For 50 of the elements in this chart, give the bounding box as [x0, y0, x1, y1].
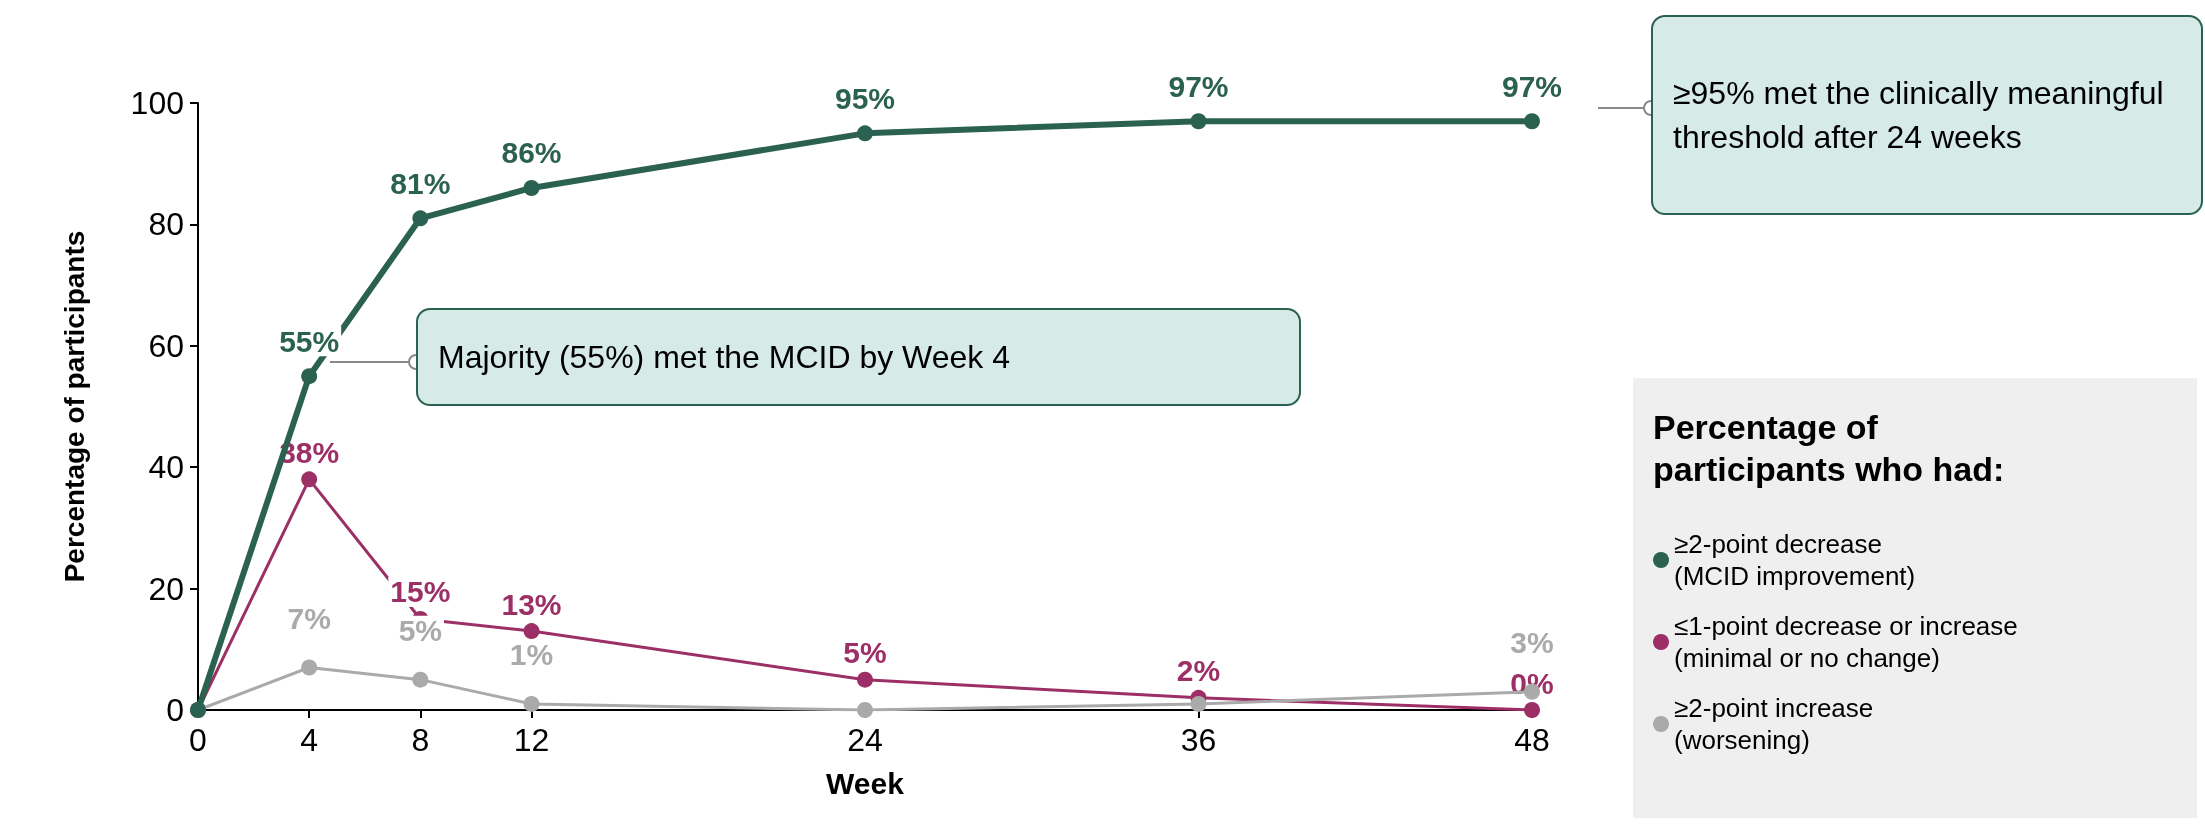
callout-box: ≥95% met the clinically meaningful threshold after 24 weeks: [1651, 15, 2203, 215]
point: [301, 368, 318, 385]
callout-box: Majority (55%) met the MCID by Week 4: [416, 308, 1301, 406]
data-label: 15%: [390, 575, 451, 609]
point: [1190, 695, 1207, 712]
data-label: 3%: [1510, 626, 1554, 660]
y-tick-label: 20: [148, 570, 184, 607]
y-axis-title: Percentage of participants: [58, 230, 90, 583]
data-label: 2%: [1176, 654, 1221, 688]
point: [857, 702, 873, 718]
x-tick-label: 12: [513, 722, 550, 758]
data-label: 7%: [287, 602, 331, 636]
point: [857, 671, 873, 688]
y-tick-label: 60: [148, 327, 184, 364]
data-label: 5%: [398, 614, 443, 648]
point: [1524, 113, 1540, 130]
point: [412, 210, 429, 227]
x-tick-label: 24: [847, 722, 883, 758]
legend-label: ≤1-point decrease or increase (minimal or no change): [1674, 611, 2018, 673]
data-label: 55%: [279, 324, 340, 358]
y-tick-label: 40: [148, 449, 184, 486]
point: [523, 179, 540, 196]
legend-label: ≥2-point decrease (MCID improvement): [1674, 529, 1916, 591]
data-label: 13%: [501, 587, 562, 621]
data-label: 5%: [843, 636, 887, 670]
data-label: 97%: [1501, 69, 1563, 103]
y-tick-label: 100: [130, 85, 184, 121]
point: [523, 623, 540, 640]
y-tick-label: 0: [166, 692, 184, 728]
data-label: 97%: [1168, 69, 1229, 103]
x-axis-title: Week: [826, 766, 905, 800]
annotation: Majority (55%) met the MCID by Week 4: [438, 338, 1011, 377]
point: [523, 695, 540, 712]
point: [301, 659, 318, 676]
x-tick-label: 0: [189, 722, 207, 758]
x-tick-label: 36: [1180, 722, 1217, 758]
point: [857, 125, 873, 142]
x-tick-label: 48: [1514, 722, 1550, 758]
y-tick-label: 80: [148, 206, 184, 243]
point: [1190, 113, 1207, 130]
point: [301, 471, 318, 488]
x-tick-label: 8: [411, 722, 430, 758]
data-label: 1%: [509, 638, 554, 672]
data-label: 81%: [390, 166, 451, 200]
x-tick-label: 4: [300, 722, 319, 758]
point: [412, 671, 429, 688]
data-label: 86%: [501, 136, 562, 170]
legend-label: ≥2-point increase (worsening): [1674, 693, 1874, 755]
legend-title: Percentage of participants who had:: [1653, 408, 2005, 488]
data-label: 95%: [834, 81, 896, 115]
